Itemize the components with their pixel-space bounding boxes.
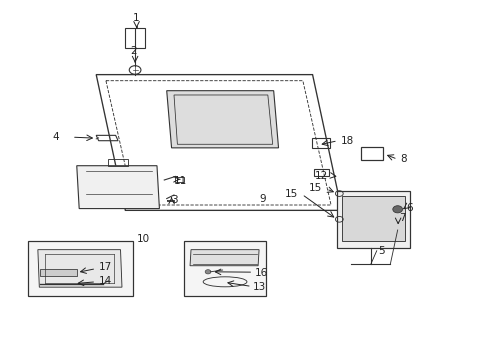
Bar	[28, 241, 132, 296]
Text: 9: 9	[259, 194, 266, 204]
Bar	[125, 28, 144, 48]
Text: 10: 10	[136, 234, 149, 244]
Circle shape	[204, 270, 210, 274]
Text: 8: 8	[399, 154, 406, 164]
Text: 2: 2	[130, 46, 136, 56]
Text: 14: 14	[99, 276, 112, 286]
Text: 4: 4	[52, 132, 59, 142]
Text: 6: 6	[405, 203, 412, 213]
Text: 15: 15	[308, 183, 322, 193]
Text: 15: 15	[284, 189, 297, 199]
Polygon shape	[77, 166, 159, 208]
Text: 16: 16	[255, 268, 268, 278]
Circle shape	[392, 206, 402, 213]
Polygon shape	[38, 249, 122, 287]
Polygon shape	[336, 191, 409, 248]
Polygon shape	[40, 269, 77, 276]
Text: 18: 18	[340, 136, 353, 146]
Bar	[361, 147, 382, 160]
Polygon shape	[341, 196, 404, 241]
Text: 3: 3	[171, 195, 178, 205]
Text: 13: 13	[253, 282, 266, 292]
Bar	[311, 138, 329, 148]
Polygon shape	[166, 91, 278, 148]
Text: 11: 11	[174, 176, 187, 186]
Text: 17: 17	[99, 262, 112, 272]
Polygon shape	[190, 249, 259, 266]
Bar	[183, 241, 266, 296]
Text: 12: 12	[314, 171, 327, 181]
Text: 5: 5	[377, 247, 384, 256]
Text: 7: 7	[398, 213, 405, 223]
Text: 1: 1	[133, 13, 140, 23]
Bar	[313, 168, 328, 176]
